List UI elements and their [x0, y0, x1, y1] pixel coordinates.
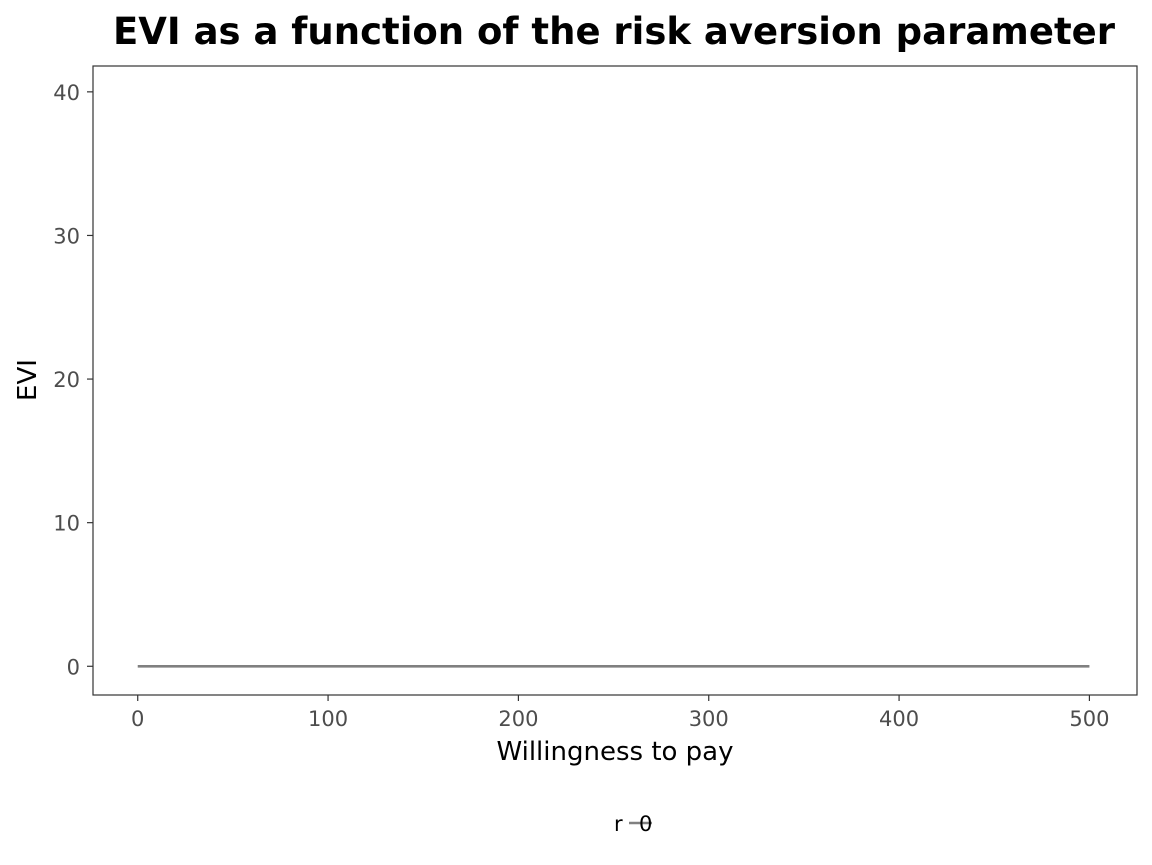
x-tick-label: 400	[879, 707, 919, 731]
y-tick-label: 40	[53, 81, 80, 105]
legend: r 0	[614, 812, 652, 836]
y-tick-label: 0	[67, 655, 80, 679]
x-axis: 0 100 200 300 400 500	[131, 695, 1109, 731]
y-axis: 0 10 20 30 40	[53, 81, 93, 679]
x-tick-label: 100	[308, 707, 348, 731]
legend-title: r	[614, 812, 623, 836]
x-tick-label: 300	[689, 707, 729, 731]
y-tick-label: 20	[53, 368, 80, 392]
y-tick-label: 10	[53, 512, 80, 536]
y-tick-label: 30	[53, 224, 80, 248]
x-axis-title: Willingness to pay	[496, 737, 733, 767]
legend-label-0: 0	[639, 812, 652, 836]
chart-title: EVI as a function of the risk aversion p…	[113, 10, 1116, 53]
y-axis-title: EVI	[13, 359, 43, 401]
x-tick-label: 500	[1069, 707, 1109, 731]
x-tick-label: 0	[131, 707, 144, 731]
x-tick-label: 200	[498, 707, 538, 731]
legend-entries: 0	[629, 812, 652, 836]
plot-panel	[93, 66, 1137, 695]
